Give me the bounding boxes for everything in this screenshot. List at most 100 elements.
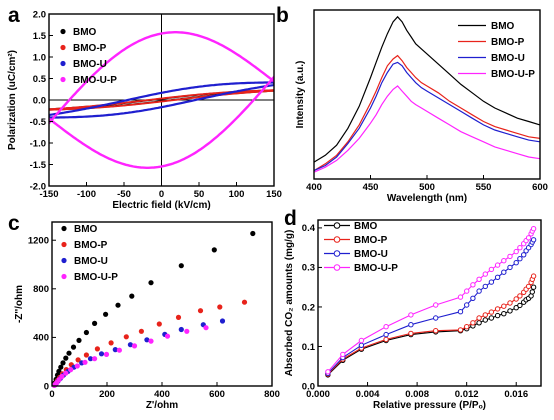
legend-entry: BMO-U-P (491, 69, 535, 80)
data-point-BMO (178, 263, 184, 269)
data-point-BMO (494, 312, 501, 319)
data-point-BMO-U (513, 260, 519, 266)
data-point-BMO-U-P (476, 276, 482, 282)
data-point-BMO-U-P (74, 363, 80, 369)
x-tick-label: 200 (99, 389, 115, 400)
data-point-BMO-P (488, 309, 495, 315)
data-point-BMO-U (358, 342, 365, 348)
y-axis-label: Polarization (uC/cm²) (7, 50, 18, 150)
data-point-BMO-P (476, 315, 482, 321)
y-tick-label: 800 (33, 284, 49, 295)
legend-marker (61, 241, 67, 248)
data-point-BMO-P (241, 299, 248, 305)
data-point-BMO-U (521, 252, 527, 258)
legend-entry: BMO (73, 27, 97, 38)
data-point-BMO (70, 344, 77, 350)
legend-marker (60, 76, 66, 83)
y-tick-label: -0.5 (30, 117, 47, 128)
data-point-BMO-P (197, 308, 204, 314)
panel-b: 400 450 500 550 600 Wavelength (nm) Intensity … (276, 4, 548, 204)
x-tick-label: 0.012 (455, 389, 479, 400)
data-point-BMO-P (457, 327, 464, 333)
data-point-BMO-U-P (325, 369, 331, 375)
data-point-BMO-U (482, 283, 488, 290)
data-point-BMO-P (94, 346, 100, 352)
y-tick-label: 0.0 (33, 95, 46, 106)
data-point-BMO-U-P (164, 333, 171, 339)
data-point-BMO-U (457, 309, 464, 315)
series-line-BMO (313, 15, 541, 163)
data-point-BMO-P (217, 304, 223, 310)
legend-entry: BMO-U (73, 59, 107, 70)
legend-entry: BMO-P (74, 240, 108, 251)
legend-entry: BMO-P (73, 43, 107, 54)
legend-marker (333, 250, 341, 257)
data-point-BMO-P (123, 334, 129, 340)
data-point-BMO-P (517, 293, 523, 299)
data-point-BMO (530, 284, 537, 290)
x-tick-label: 500 (419, 182, 435, 193)
y-tick-label: 0.1 (302, 342, 316, 353)
data-point-BMO-U (98, 351, 105, 357)
legend-marker (61, 257, 67, 264)
data-point-BMO-U-P (131, 343, 138, 349)
data-point-BMO-U-P (433, 302, 439, 308)
series-loop-BMO-P (49, 89, 274, 111)
data-point-BMO (103, 311, 109, 317)
x-axis-label: Electric field (kV/cm) (112, 200, 210, 211)
legend-entry: BMO-U (354, 249, 388, 260)
legend-marker (60, 28, 66, 35)
data-point-BMO-U (494, 274, 501, 280)
data-point-BMO-U (433, 315, 439, 321)
data-point-BMO-U (178, 326, 184, 333)
data-point-BMO-U-P (340, 351, 346, 358)
data-point-BMO (63, 355, 69, 361)
data-point-BMO (148, 280, 154, 286)
x-tick-label: 0.008 (405, 389, 429, 400)
series-line-BMO-P (313, 54, 541, 172)
data-point-BMO-U (87, 356, 94, 362)
data-point-BMO-U (501, 269, 507, 275)
plot-frame (317, 219, 542, 387)
legend-marker (333, 264, 341, 271)
x-axis-label: Z'/ohm (146, 400, 178, 411)
y-tick-label: 400 (33, 333, 49, 344)
legend-entry: BMO-P (491, 37, 525, 48)
data-point-BMO (507, 308, 513, 314)
x-tick-label: -50 (117, 189, 131, 200)
series-loop-BMO-U (49, 81, 274, 119)
data-point-BMO-U-P (488, 266, 495, 273)
data-point-BMO-U-P (82, 359, 88, 365)
data-point-BMO-U (507, 264, 513, 271)
y-tick-label: 0.5 (33, 74, 47, 85)
data-point-BMO-U-P (383, 324, 389, 330)
data-point-BMO-U (517, 256, 523, 262)
data-point-BMO-P (507, 300, 513, 306)
y-tick-label: 0.2 (302, 302, 315, 313)
x-tick-label: 600 (209, 389, 225, 400)
data-point-BMO-U (476, 288, 482, 294)
data-point-BMO (92, 320, 98, 326)
legend-entry: BMO (74, 224, 98, 235)
x-tick-label: 0.004 (356, 389, 380, 400)
data-point-BMO-U-P (464, 288, 470, 294)
data-point-BMO-U-P (525, 235, 532, 241)
data-point-BMO-P (525, 283, 532, 290)
data-point-BMO-P (494, 306, 501, 312)
data-point-BMO-P (383, 336, 389, 343)
data-point-BMO (476, 320, 482, 326)
legend-entry: BMO-P (354, 235, 388, 246)
x-tick-label: 450 (363, 182, 379, 193)
data-point-BMO (76, 337, 82, 343)
y-tick-label: 1200 (28, 236, 49, 247)
x-tick-label: 150 (266, 189, 282, 200)
data-point-BMO-U-P (103, 351, 110, 357)
data-point-BMO-U (219, 318, 226, 324)
y-axis-label: Absorbed CO₂ amounts (mg/g) (284, 230, 295, 377)
data-point-BMO (482, 317, 488, 323)
data-point-BMO-U-P (530, 226, 537, 232)
data-point-BMO-U (112, 347, 118, 353)
y-tick-label: 1.0 (33, 52, 46, 63)
data-point-BMO-U (127, 342, 133, 348)
